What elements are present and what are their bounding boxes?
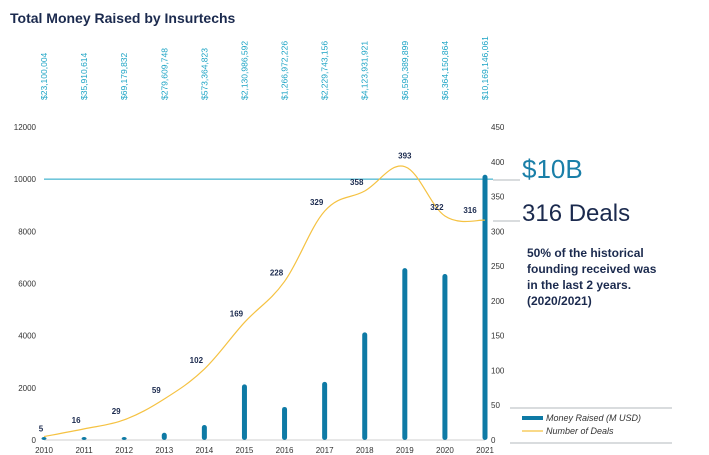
bar-2021 — [482, 174, 488, 440]
deal-label-2010: 5 — [39, 425, 44, 434]
note-line-4: (2020/2021) — [527, 294, 592, 308]
deal-label-2017: 329 — [310, 198, 324, 207]
legend: Money Raised (M USD) Number of Deals — [510, 407, 672, 444]
callouts: $10B 316 Deals 50% of the historical fou… — [493, 154, 657, 308]
x-tick-label: 2021 — [476, 446, 494, 455]
deal-labels: 5 16 29 59 102 169 228 329 358 393 322 316 — [39, 152, 477, 434]
right-tick-label: 100 — [491, 366, 505, 375]
x-tick-label: 2011 — [75, 446, 93, 455]
top-value-label-2013: $279,609,748 — [159, 48, 169, 100]
top-value-label-2016: $1,266,972,226 — [280, 41, 290, 100]
chart-title: Total Money Raised by Insurtechs — [10, 10, 236, 26]
x-tick-label: 2015 — [236, 446, 254, 455]
bar-2020 — [442, 274, 448, 440]
note-line-2: founding received was — [527, 262, 657, 276]
x-tick-label: 2016 — [276, 446, 294, 455]
bar-2016 — [282, 406, 288, 440]
bar-2018 — [362, 332, 368, 440]
deal-label-2011: 16 — [72, 416, 81, 425]
x-tick-label: 2017 — [316, 446, 334, 455]
left-tick-label: 0 — [32, 436, 37, 445]
x-tick-label: 2019 — [396, 446, 414, 455]
deal-label-2021: 316 — [463, 206, 477, 215]
bar-2014 — [201, 425, 207, 440]
left-tick-label: 4000 — [18, 332, 36, 341]
right-tick-label: 50 — [491, 401, 500, 410]
left-axis: 0 2000 4000 6000 8000 10000 12000 — [14, 123, 485, 445]
bar-2015 — [241, 384, 247, 440]
top-value-label-2014: $573,364,823 — [199, 48, 209, 100]
deal-label-2016: 228 — [270, 268, 284, 277]
legend-label-bars: Money Raised (M USD) — [546, 413, 641, 423]
top-value-label-2018: $4,123,931,921 — [360, 41, 370, 100]
deals-callout: 316 Deals — [522, 200, 630, 227]
left-tick-label: 10000 — [14, 175, 37, 184]
left-tick-label: 8000 — [18, 227, 36, 236]
deal-label-2019: 393 — [398, 152, 412, 161]
top-value-label-2012: $69,179,832 — [119, 52, 129, 100]
top-value-label-2010: $23,100,004 — [39, 52, 49, 100]
bar-2012 — [121, 437, 127, 440]
top-value-label-2020: $6,364,150,864 — [440, 41, 450, 100]
top-value-labels: $23,100,004 $35,910,614 $69,179,832 $279,60… — [39, 36, 490, 100]
bar-2017 — [322, 381, 328, 440]
right-tick-label: 450 — [491, 123, 505, 132]
deal-label-2020: 322 — [430, 203, 444, 212]
left-tick-label: 12000 — [14, 123, 37, 132]
top-value-label-2015: $2,130,986,592 — [239, 41, 249, 100]
right-tick-label: 400 — [491, 158, 505, 167]
right-tick-label: 150 — [491, 332, 505, 341]
bars — [41, 174, 488, 440]
bar-2010 — [41, 437, 47, 440]
legend-label-line: Number of Deals — [546, 426, 614, 436]
deals-line-path — [43, 165, 486, 438]
top-value-label-2021: $10,169,146,061 — [480, 36, 490, 100]
deal-label-2013: 59 — [152, 386, 161, 395]
x-tick-label: 2013 — [155, 446, 173, 455]
bar-2013 — [161, 432, 167, 440]
left-tick-label: 6000 — [18, 280, 36, 289]
x-tick-label: 2018 — [356, 446, 374, 455]
top-value-label-2011: $35,910,614 — [79, 52, 89, 100]
left-tick-label: 2000 — [18, 384, 36, 393]
x-tick-label: 2020 — [436, 446, 454, 455]
deal-label-2015: 169 — [230, 309, 244, 318]
deal-label-2014: 102 — [190, 356, 204, 365]
deals-line — [43, 165, 486, 438]
bar-2011 — [81, 437, 87, 440]
deal-label-2018: 358 — [350, 178, 364, 187]
money-callout: $10B — [522, 154, 583, 184]
top-value-label-2017: $2,229,743,156 — [320, 41, 330, 100]
x-tick-label: 2012 — [115, 446, 133, 455]
right-tick-label: 200 — [491, 297, 505, 306]
right-tick-label: 350 — [491, 193, 505, 202]
x-axis: 2010 2011 2012 2013 2014 2015 2016 2017 2018 2019… — [35, 446, 494, 455]
x-tick-label: 2010 — [35, 446, 53, 455]
top-value-label-2019: $6,590,389,899 — [400, 41, 410, 100]
bar-2019 — [402, 268, 408, 440]
right-tick-label: 300 — [491, 227, 505, 236]
x-tick-label: 2014 — [195, 446, 213, 455]
right-tick-label: 0 — [491, 436, 496, 445]
note-line-3: in the last 2 years. — [527, 278, 631, 292]
right-axis: 0 50 100 150 200 250 300 350 400 450 — [491, 123, 505, 445]
right-tick-label: 250 — [491, 262, 505, 271]
note-line-1: 50% of the historical — [527, 246, 644, 260]
deal-label-2012: 29 — [112, 407, 121, 416]
